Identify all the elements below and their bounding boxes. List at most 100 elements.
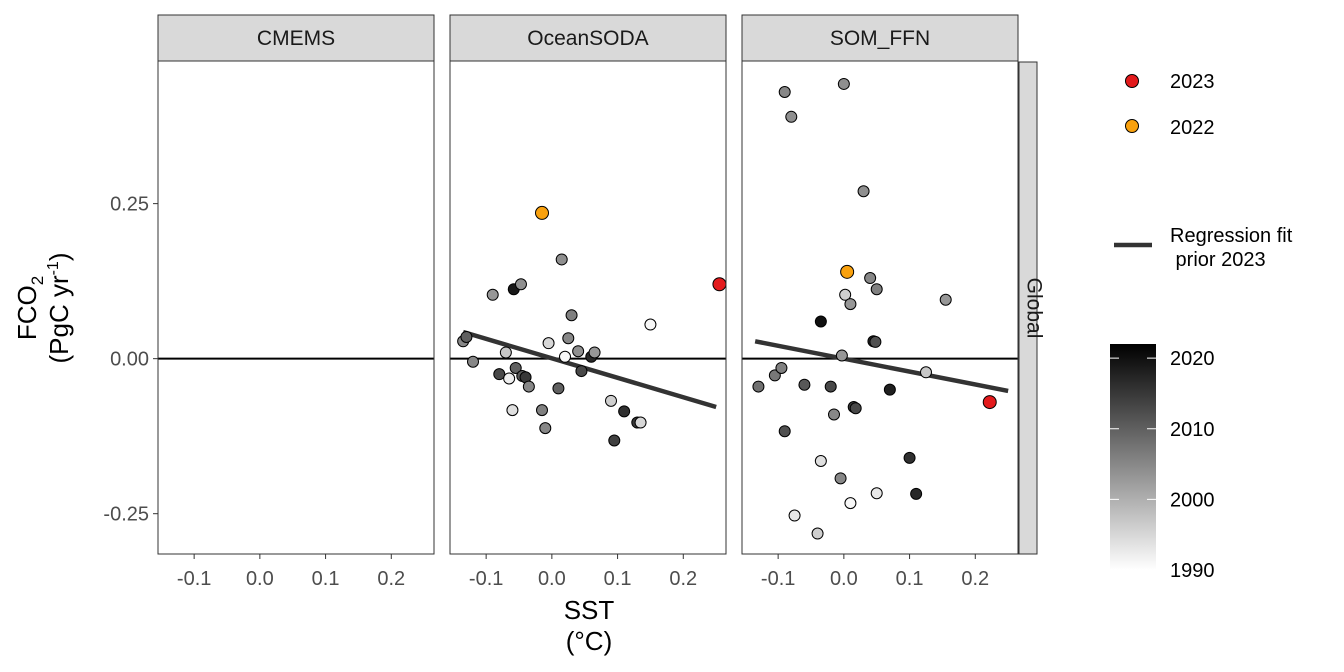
y-axis-title-line1: FCO2 [12,276,47,340]
x-tick-label: 0.2 [961,568,989,590]
data-point [864,272,877,285]
x-tick-label: 0.0 [246,568,274,590]
x-tick-label: 0.0 [830,568,858,590]
data-point [555,253,568,266]
data-point [605,394,617,407]
panel-som-ffn: SOM_FFN -0.1 0.0 0.1 0.2 [741,14,1019,590]
data-point [811,527,824,540]
data-point [503,372,516,385]
data-point [509,361,522,374]
x-tick-label: 0.1 [896,568,924,590]
regression-fit-line [462,329,717,410]
x-tick-label: -0.1 [177,568,211,590]
data-point [785,110,798,123]
data-point [834,472,847,485]
panel-border [449,60,727,555]
colorbar: 2020 2010 2000 1990 [1110,344,1215,582]
y-axis-title: FCO2 (PgC yr-1) [12,252,74,363]
panel-strip-label: SOM_FFN [830,27,930,50]
x-tick-label: 0.2 [669,568,697,590]
x-axis-title-line2: (°C) [566,626,613,656]
legend-item-fit: Regression fit prior 2023 [1114,225,1293,271]
colorbar-ticks: 2020 2010 2000 1990 [1110,348,1215,582]
data-point [536,404,548,417]
y-tick-label: 0.00 [110,349,149,371]
data-point [910,487,923,500]
data-point [844,497,857,510]
data-point [778,86,791,99]
data-point [814,454,827,467]
data-point [835,349,848,362]
panel-plot-area [158,61,434,554]
row-strip-bg [1018,61,1038,555]
data-point [844,298,857,311]
data-point [824,380,837,393]
data-point [837,77,850,90]
legend-label-2022: 2022 [1170,117,1215,139]
data-point [752,380,765,393]
panel-oceansoda: OceanSODA -0.1 0.0 0.1 0.2 [449,14,727,590]
x-tick-label: 0.1 [604,568,632,590]
data-point [552,382,565,395]
data-point [634,416,647,429]
highlight-point-2022 [535,205,549,220]
data-point [939,293,952,306]
data-point [572,345,585,358]
data-point [467,355,479,368]
data-point [788,509,801,522]
x-axis-title: SST (°C) [564,595,615,656]
data-point [565,309,578,322]
panel-strip [449,14,727,62]
data-point [575,365,588,378]
x-tick-label: 0.2 [377,568,405,590]
y-axis-unit-pre: (PgC yr [44,275,74,363]
data-point [920,366,932,379]
data-point [849,402,862,415]
data-point [486,288,499,301]
data-point [493,368,506,381]
y-axis-title-line2: (PgC yr-1) [44,252,74,363]
panel-cmems: CMEMS -0.1 0.0 0.1 0.2 -0.25 0.00 0.25 [103,14,435,590]
data-point [506,404,519,417]
data-point [644,318,657,331]
panel-strip-label: OceanSODA [527,27,648,50]
data-point [870,283,883,296]
legend-item-2023: 2023 [1125,71,1215,93]
panel-plot-area [742,61,1018,554]
row-strip: Global [1018,61,1046,555]
data-point [903,451,916,464]
data-point [608,434,621,447]
highlight-point-2023 [712,277,727,292]
legend-item-2022: 2022 [1125,117,1215,139]
data-point [798,378,811,391]
data-point [814,315,827,328]
colorbar-tick-label: 2000 [1170,489,1215,511]
legend-label-fit-line1: Regression fit [1170,225,1293,247]
regression-fit-line [754,339,1009,394]
panels-layer: CMEMS -0.1 0.0 0.1 0.2 -0.25 0.00 0.25 OceanSODA… [103,14,1019,590]
highlight-point-2023 [982,395,997,410]
panel-border [157,60,435,555]
x-tick-label: -0.1 [761,568,795,590]
colorbar-tick-label: 1990 [1170,560,1215,582]
legend-key-2022 [1125,119,1139,133]
data-point [562,332,575,345]
row-strip-label: Global [1023,278,1046,339]
data-point [559,350,571,363]
data-point [522,380,535,393]
legend-key-2023 [1125,74,1139,88]
data-point [778,425,791,438]
data-point [870,487,883,500]
legend-label-fit-line2: prior 2023 [1170,249,1266,271]
data-point [499,346,512,359]
data-point [768,369,781,382]
y-axis-unit-post: ) [44,252,74,261]
legend-label-2023: 2023 [1170,71,1215,93]
data-point [514,278,527,291]
y-tick-label: 0.25 [110,194,149,216]
data-point [618,405,631,418]
data-point [839,288,852,301]
data-point [857,185,870,198]
data-point [883,383,896,396]
colorbar-tick-label: 2010 [1170,419,1215,441]
